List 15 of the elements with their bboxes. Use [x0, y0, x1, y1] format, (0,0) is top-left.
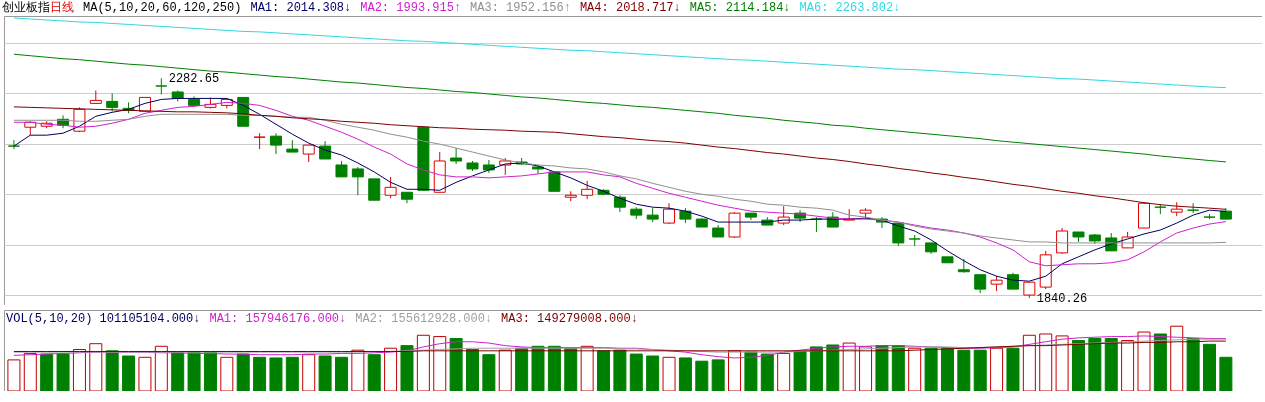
annotation: 2282.65	[168, 72, 220, 87]
text: MA1: 2014.308↓	[250, 0, 352, 16]
text: MA4: 2018.717↓	[579, 0, 681, 16]
text: MA5: 2114.184↓	[689, 0, 791, 16]
text: MA2: 1993.915↑	[360, 0, 462, 16]
chart-subtitle: 日线	[50, 0, 74, 16]
chart-title: 创业板指	[2, 0, 50, 16]
text: MA(5,10,20,60,120,250)	[83, 0, 242, 16]
series-label: MA2: 155612928.000↓	[355, 311, 493, 327]
text: MA1: 157946176.000↓	[209, 311, 347, 327]
text: MA6: 2263.802↓	[799, 0, 901, 16]
text: MA3: 1952.156↑	[470, 0, 571, 16]
text: MA3: 149279008.000↓	[501, 311, 638, 327]
chart-title: VOL(5,10,20) 101105104.000↓	[6, 311, 201, 327]
annotation: 1840.26	[1036, 291, 1088, 306]
